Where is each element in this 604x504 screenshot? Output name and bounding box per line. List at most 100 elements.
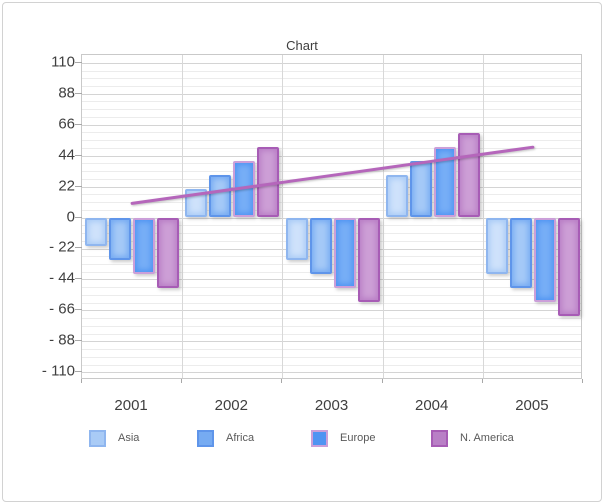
bar-n-america-2005 <box>557 217 580 316</box>
x-axis-tick <box>181 379 183 383</box>
legend-swatch-icon <box>431 429 448 447</box>
x-axis-tick <box>81 379 82 383</box>
y-axis-tick <box>75 154 82 156</box>
gridline-vertical <box>382 55 384 378</box>
gridline-major <box>82 279 581 281</box>
gridline-minor <box>82 178 581 180</box>
bar-asia-2001 <box>85 217 108 246</box>
gridline-minor <box>82 364 581 366</box>
bar-africa-2001 <box>109 217 132 260</box>
gridline-major <box>82 372 581 374</box>
y-axis-tick <box>75 216 82 218</box>
gridline-minor <box>82 140 581 142</box>
gridline-major <box>82 248 581 250</box>
gridline-minor <box>82 271 581 273</box>
gridline-minor <box>82 318 581 320</box>
x-axis-label: 2004 <box>415 397 449 414</box>
y-axis-tick <box>75 340 82 342</box>
gridline-major <box>82 341 581 343</box>
legend-swatch-icon <box>89 429 106 447</box>
y-axis-label: - 44 <box>49 269 75 287</box>
legend-item-n-america: N. America <box>431 429 514 447</box>
y-axis-tick <box>75 123 82 125</box>
x-axis-label: 2005 <box>515 397 549 414</box>
gridline-minor <box>82 70 581 72</box>
y-axis-tick <box>75 278 82 280</box>
x-axis-tick <box>381 379 383 383</box>
gridline-major <box>82 93 581 95</box>
x-axis-label: 2003 <box>314 397 349 414</box>
bar-n-america-2001 <box>157 217 180 288</box>
gridline-minor <box>82 86 581 87</box>
gridline-major <box>82 310 581 312</box>
gridline-minor <box>82 194 581 196</box>
gridline-minor <box>82 163 581 165</box>
legend-item-asia: Asia <box>89 429 139 447</box>
y-axis-label: 44 <box>58 146 75 164</box>
y-axis-tick <box>75 185 82 187</box>
y-axis-label: - 88 <box>49 331 75 349</box>
bar-europe-2001 <box>133 217 156 274</box>
x-axis-tick <box>281 379 283 383</box>
gridline-minor <box>82 263 581 265</box>
bar-n-america-2003 <box>357 217 380 302</box>
legend-item-africa: Africa <box>197 429 254 447</box>
bar-n-america-2004 <box>457 133 480 218</box>
bar-europe-2005 <box>533 217 556 302</box>
gridline-minor <box>82 202 581 203</box>
legend-swatch-icon <box>197 429 214 447</box>
legend-item-europe: Europe <box>311 429 375 447</box>
plot-area <box>81 54 582 379</box>
gridline-major <box>82 186 581 188</box>
gridline-minor <box>82 240 581 242</box>
bar-europe-2002 <box>233 161 256 218</box>
gridline-minor <box>82 287 581 289</box>
y-axis-label: 0 <box>66 208 75 225</box>
gridline-minor <box>82 225 581 227</box>
gridline-minor <box>82 78 581 80</box>
x-axis-tick <box>481 379 483 383</box>
gridline-minor <box>82 333 581 335</box>
gridline-minor <box>82 109 581 111</box>
gridline-minor <box>82 233 581 234</box>
bar-africa-2002 <box>209 175 232 218</box>
gridline-minor <box>82 147 581 149</box>
legend-label: Asia <box>118 432 140 444</box>
y-axis-label: - 110 <box>41 362 75 380</box>
gridline-major <box>82 62 581 64</box>
bar-asia-2004 <box>385 175 408 218</box>
gridline-minor <box>82 356 581 358</box>
chart-title: Chart <box>286 38 318 53</box>
gridline-minor <box>82 101 581 103</box>
bar-n-america-2002 <box>257 147 280 218</box>
bar-asia-2003 <box>285 217 308 260</box>
legend-swatch-icon <box>311 429 328 447</box>
gridline-minor <box>82 349 581 350</box>
gridline-minor <box>82 132 581 134</box>
gridline-vertical <box>282 55 284 378</box>
y-axis-label: 110 <box>51 53 75 71</box>
y-axis-label: 22 <box>58 177 75 195</box>
x-axis-label: 2002 <box>214 397 248 414</box>
legend-label: N. America <box>460 432 514 444</box>
gridline-minor <box>82 116 581 118</box>
y-axis-tick <box>75 371 82 373</box>
y-axis-tick <box>75 247 82 249</box>
y-axis-tick <box>75 309 82 311</box>
x-axis-tick <box>582 379 583 383</box>
gridline-vertical <box>482 55 484 378</box>
gridline-major <box>82 124 581 126</box>
gridline-major <box>82 217 581 219</box>
bar-asia-2002 <box>185 189 208 218</box>
bar-asia-2005 <box>485 217 508 274</box>
legend-label: Africa <box>226 432 255 444</box>
y-axis-label: 88 <box>58 84 75 102</box>
gridline-minor <box>82 256 581 258</box>
gridline-vertical <box>182 55 184 378</box>
bar-africa-2005 <box>509 217 532 288</box>
y-axis-tick <box>75 92 82 94</box>
y-axis-label: 66 <box>58 115 75 133</box>
gridline-minor <box>82 302 581 304</box>
bar-europe-2003 <box>333 217 356 288</box>
